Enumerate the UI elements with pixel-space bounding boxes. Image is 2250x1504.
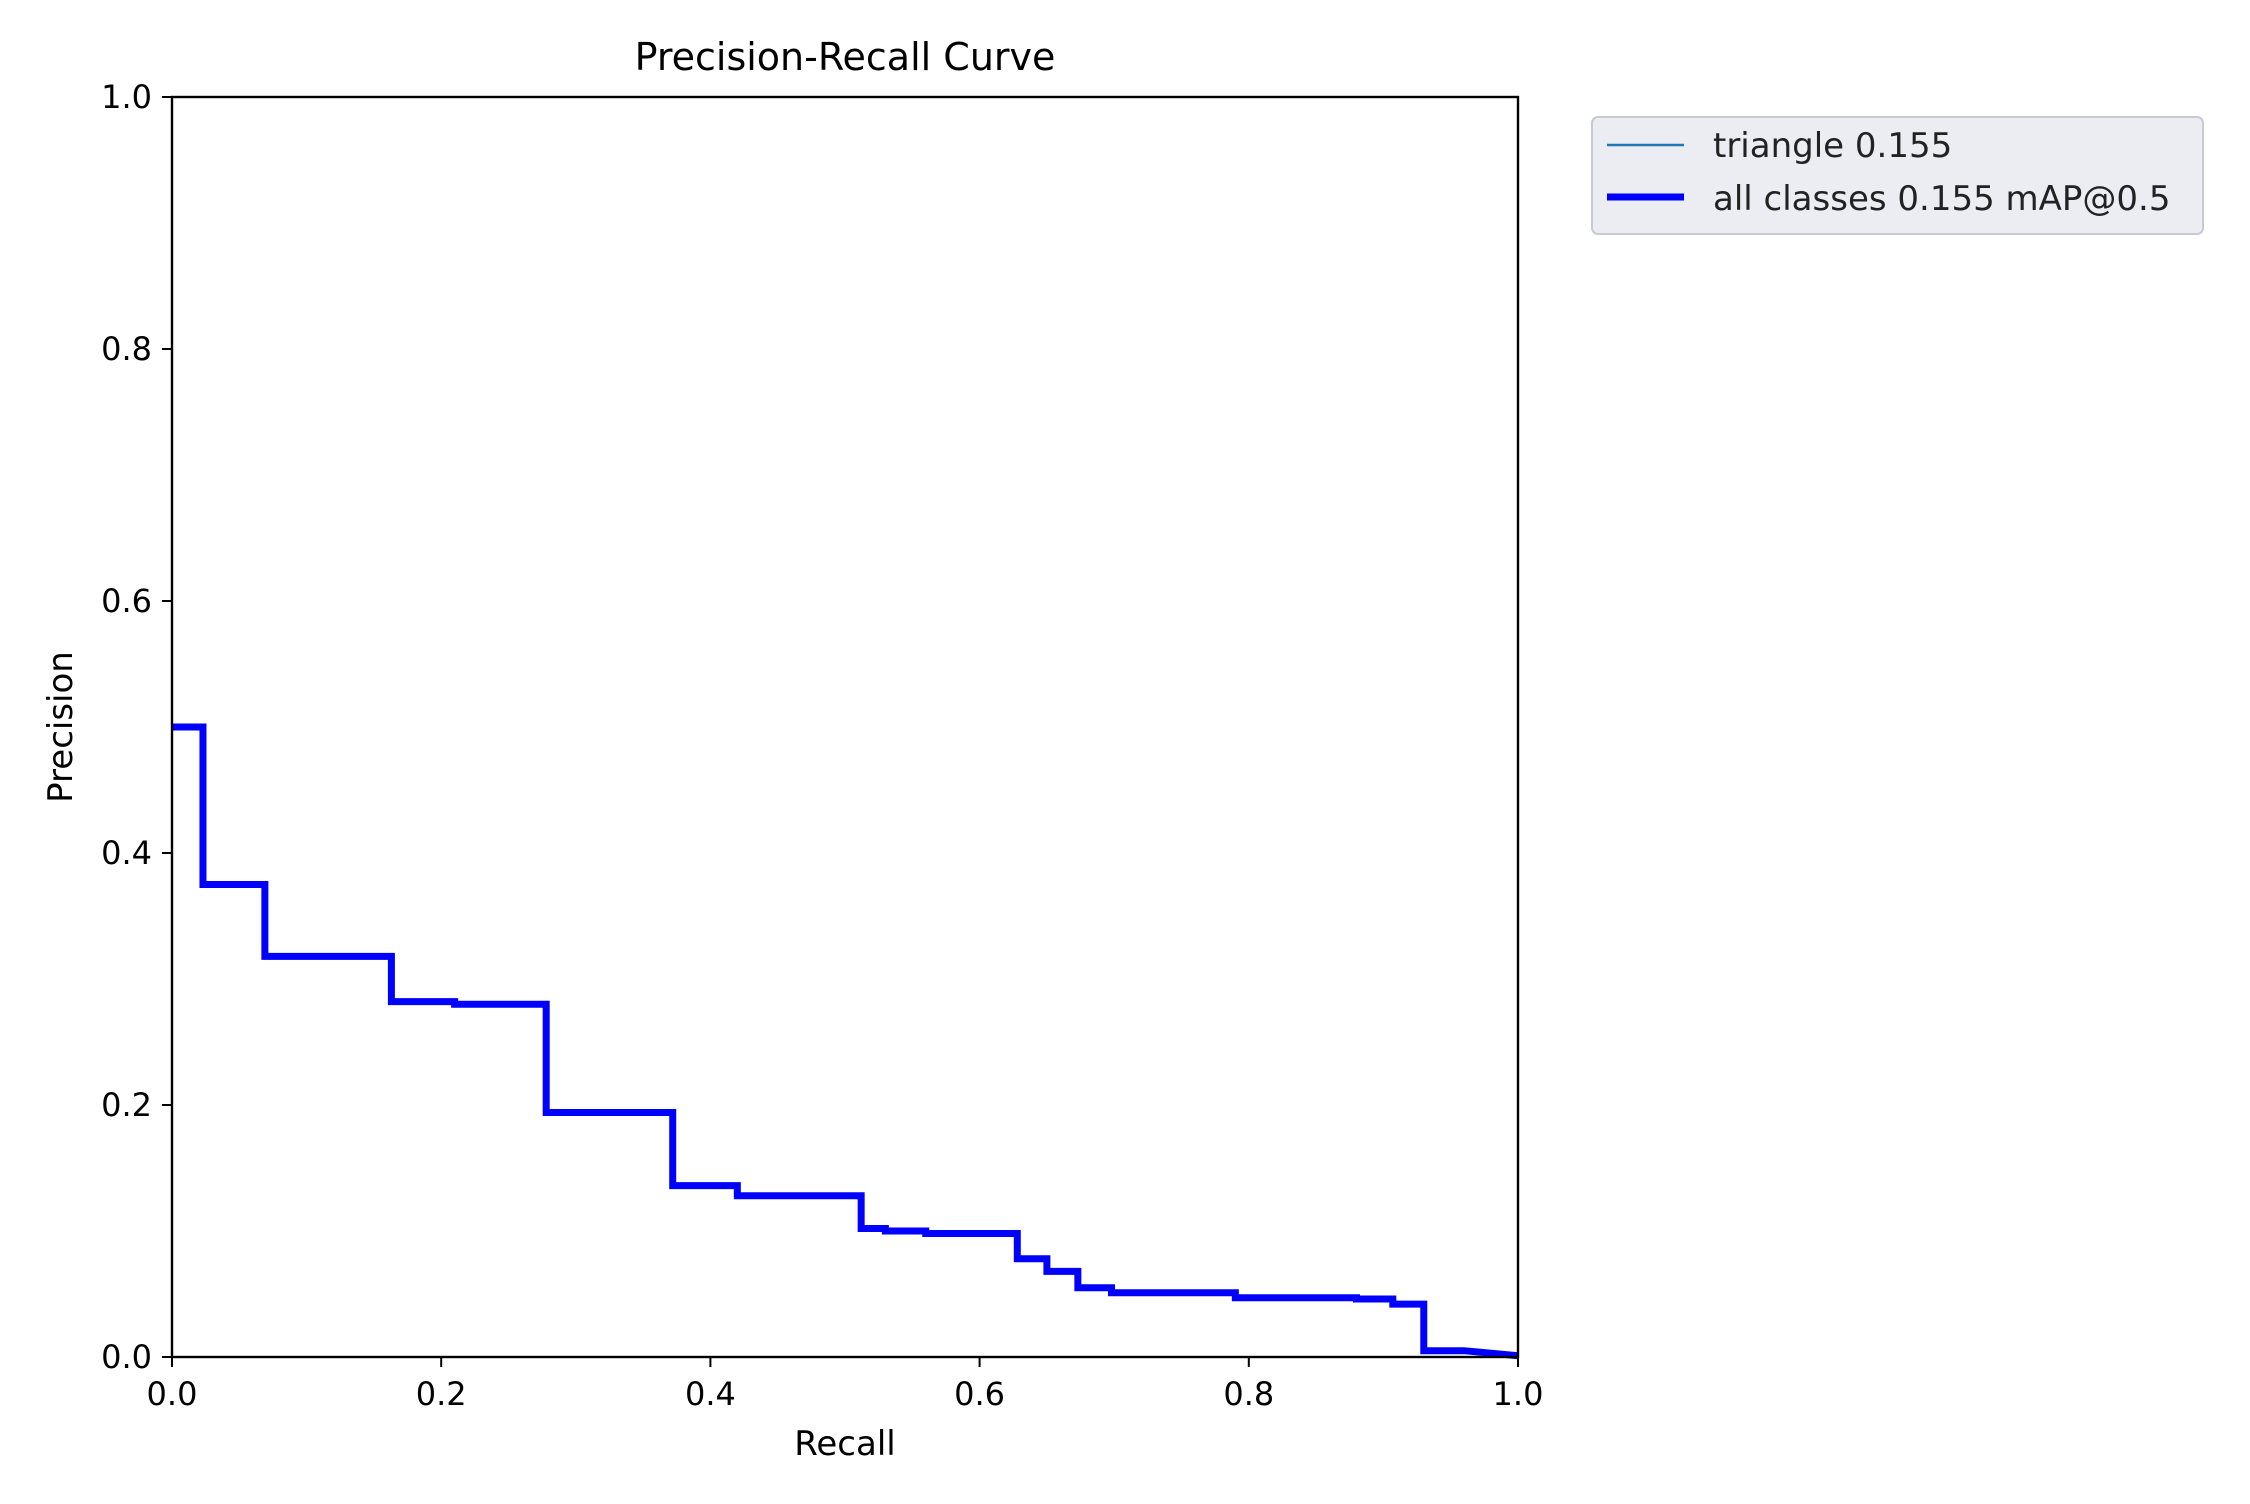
plot-frame xyxy=(170,95,1520,1359)
x-axis-ticks: 0.0 0.2 0.4 0.6 0.8 1.0 xyxy=(147,1357,1544,1413)
legend-entry-triangle: triangle 0.155 xyxy=(1713,126,1952,166)
x-tick-label: 1.0 xyxy=(1493,1375,1544,1413)
x-tick-label: 0.0 xyxy=(147,1375,198,1413)
y-tick-label: 0.6 xyxy=(101,582,152,620)
series-layer xyxy=(172,723,1519,1360)
legend-entry-all-classes: all classes 0.155 mAP@0.5 xyxy=(1713,179,2170,219)
y-tick-label: 0.2 xyxy=(101,1086,152,1124)
chart-title: Precision-Recall Curve xyxy=(635,35,1056,79)
y-tick-label: 0.8 xyxy=(101,330,152,368)
x-tick-label: 0.4 xyxy=(685,1375,736,1413)
series-line-all-classes xyxy=(172,723,1519,1360)
y-tick-label: 0.4 xyxy=(101,834,152,872)
x-tick-label: 0.6 xyxy=(954,1375,1005,1413)
y-axis-ticks: 0.0 0.2 0.4 0.6 0.8 1.0 xyxy=(101,78,172,1376)
x-tick-label: 0.8 xyxy=(1223,1375,1274,1413)
plot-area xyxy=(172,723,1519,1360)
y-tick-label: 1.0 xyxy=(101,78,152,116)
y-axis-label: Precision xyxy=(41,651,81,803)
legend: triangle 0.155 all classes 0.155 mAP@0.5 xyxy=(1591,116,2204,235)
x-tick-label: 0.2 xyxy=(416,1375,467,1413)
x-axis-label: Recall xyxy=(794,1424,895,1464)
y-tick-label: 0.0 xyxy=(101,1338,152,1376)
legend-box xyxy=(1591,116,2204,235)
